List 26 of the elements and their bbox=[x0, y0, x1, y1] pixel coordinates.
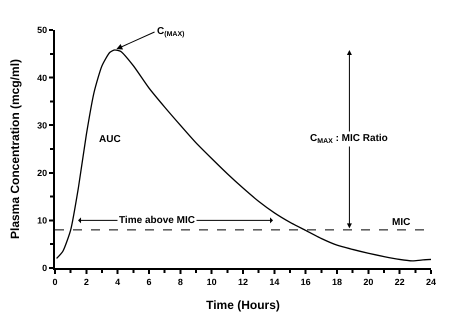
x-tick-label: 14 bbox=[269, 276, 280, 287]
x-tick-label: 18 bbox=[332, 276, 342, 287]
y-axis-title: Plasma Concentration (mcg/ml) bbox=[8, 58, 22, 240]
x-axis-title: Time (Hours) bbox=[206, 298, 280, 312]
annotation: C$_{MAX}$ : MIC Ratio bbox=[310, 133, 388, 146]
ref-line-label: MIC bbox=[392, 217, 410, 228]
x-tick-label: 22 bbox=[394, 276, 405, 287]
x-tick-label: 24 bbox=[426, 276, 436, 287]
annotation: C$_{(MAX)}$ bbox=[157, 26, 184, 38]
x-tick-label: 8 bbox=[178, 276, 183, 287]
annotation: Time above MIC bbox=[119, 215, 195, 226]
y-tick-label: 50 bbox=[37, 25, 48, 36]
y-tick-label: 20 bbox=[37, 168, 48, 178]
y-tick-label: 40 bbox=[37, 72, 48, 83]
x-tick-label: 10 bbox=[206, 276, 217, 287]
x-tick-label: 20 bbox=[363, 276, 374, 287]
x-tick-label: 0 bbox=[52, 276, 58, 287]
y-tick-label: 30 bbox=[37, 120, 48, 130]
x-tick-label: 4 bbox=[115, 276, 120, 287]
x-tick-label: 16 bbox=[300, 276, 311, 287]
y-tick-label: 10 bbox=[37, 216, 48, 226]
x-tick-label: 12 bbox=[238, 276, 248, 287]
x-tick-label: 6 bbox=[146, 276, 152, 287]
y-tick-label: 0 bbox=[42, 263, 48, 274]
annotation: AUC bbox=[99, 134, 121, 145]
x-tick-label: 2 bbox=[84, 276, 89, 287]
